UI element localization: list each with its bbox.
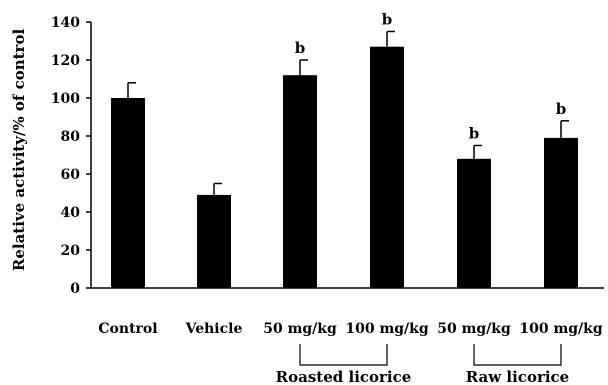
y-tick-label: 60	[61, 167, 81, 183]
y-tick-label: 20	[61, 243, 81, 259]
bar	[544, 137, 578, 288]
bar	[370, 46, 404, 289]
x-tick-label: Control	[98, 321, 157, 337]
bar	[283, 75, 317, 288]
group-label: Roasted licorice	[276, 368, 412, 385]
significance-label: b	[295, 39, 306, 57]
bar	[457, 158, 491, 288]
x-tick-label: 100 mg/kg	[345, 321, 429, 337]
y-tick-label: 120	[51, 53, 80, 69]
y-ticks: 0 20 40 60 80 100 120 140	[51, 15, 91, 297]
y-tick-label: 40	[61, 205, 81, 221]
significance-label: b	[556, 100, 567, 118]
y-axis-label: Relative activity/% of control	[10, 29, 28, 272]
group-bracket	[473, 344, 562, 366]
significance-label: b	[382, 11, 393, 29]
y-tick-label: 0	[70, 281, 80, 297]
y-tick-label: 100	[51, 91, 80, 107]
group-brackets: Roasted licorice Raw licorice	[276, 344, 569, 385]
group-bracket	[299, 344, 388, 366]
bar	[111, 98, 145, 288]
y-tick-label: 140	[51, 15, 80, 31]
x-tick-label: Vehicle	[185, 321, 243, 337]
x-tick-label: 50 mg/kg	[263, 321, 337, 337]
x-tick-label: 50 mg/kg	[437, 321, 511, 337]
y-tick-label: 80	[61, 129, 81, 145]
significance-label: b	[469, 125, 480, 143]
bars: b b b b	[111, 11, 578, 289]
group-label: Raw licorice	[466, 368, 569, 385]
x-tick-labels: Control Vehicle 50 mg/kg 100 mg/kg 50 mg/kg 1…	[98, 321, 602, 337]
x-tick-label: 100 mg/kg	[519, 321, 603, 337]
bar	[197, 194, 231, 288]
